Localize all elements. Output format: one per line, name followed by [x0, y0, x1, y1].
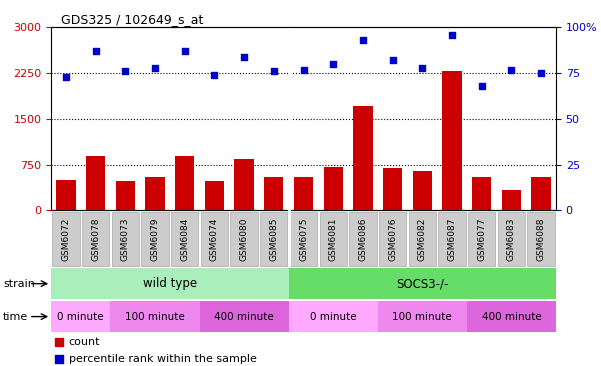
Text: GSM6076: GSM6076 — [388, 217, 397, 261]
Text: time: time — [3, 311, 28, 322]
Text: 100 minute: 100 minute — [392, 311, 452, 322]
FancyBboxPatch shape — [111, 301, 200, 332]
Bar — [472, 177, 492, 210]
Bar — [86, 156, 105, 210]
Text: GSM6075: GSM6075 — [299, 217, 308, 261]
Text: GSM6086: GSM6086 — [358, 217, 367, 261]
FancyBboxPatch shape — [468, 212, 495, 266]
Bar — [502, 190, 521, 210]
Text: GSM6078: GSM6078 — [91, 217, 100, 261]
Text: strain: strain — [3, 279, 35, 289]
Text: 400 minute: 400 minute — [214, 311, 274, 322]
Text: wild type: wild type — [143, 277, 197, 290]
FancyBboxPatch shape — [260, 212, 287, 266]
Point — [121, 68, 130, 74]
Text: 100 minute: 100 minute — [125, 311, 185, 322]
Text: percentile rank within the sample: percentile rank within the sample — [69, 354, 257, 364]
FancyBboxPatch shape — [288, 301, 378, 332]
Text: GSM6072: GSM6072 — [61, 217, 70, 261]
Point — [61, 74, 71, 80]
Text: GSM6080: GSM6080 — [240, 217, 249, 261]
Point — [180, 48, 189, 54]
Point — [239, 54, 249, 60]
Text: GSM6087: GSM6087 — [448, 217, 457, 261]
Text: GSM6079: GSM6079 — [150, 217, 159, 261]
Point — [418, 65, 427, 71]
Bar — [442, 71, 462, 210]
Point — [477, 83, 486, 89]
Bar — [175, 156, 194, 210]
FancyBboxPatch shape — [201, 212, 228, 266]
Text: SOCS3-/-: SOCS3-/- — [396, 277, 448, 290]
FancyBboxPatch shape — [171, 212, 198, 266]
FancyBboxPatch shape — [409, 212, 436, 266]
FancyBboxPatch shape — [438, 212, 466, 266]
Text: 0 minute: 0 minute — [58, 311, 104, 322]
Bar — [294, 177, 313, 210]
Bar — [115, 180, 135, 210]
Point — [150, 65, 160, 71]
Text: GSM6081: GSM6081 — [329, 217, 338, 261]
Point — [328, 61, 338, 67]
Text: GSM6084: GSM6084 — [180, 217, 189, 261]
Point — [54, 339, 64, 345]
FancyBboxPatch shape — [320, 212, 347, 266]
Bar — [56, 180, 76, 210]
Point — [299, 67, 308, 72]
Point — [210, 72, 219, 78]
Point — [91, 48, 100, 54]
Point — [388, 57, 397, 63]
Text: GSM6073: GSM6073 — [121, 217, 130, 261]
Point — [358, 37, 368, 43]
FancyBboxPatch shape — [112, 212, 139, 266]
FancyBboxPatch shape — [498, 212, 525, 266]
FancyBboxPatch shape — [288, 268, 556, 299]
Text: GSM6082: GSM6082 — [418, 217, 427, 261]
Bar — [383, 168, 402, 210]
Bar — [531, 177, 551, 210]
Point — [536, 70, 546, 76]
FancyBboxPatch shape — [52, 212, 79, 266]
FancyBboxPatch shape — [51, 268, 288, 299]
FancyBboxPatch shape — [82, 212, 109, 266]
Bar — [413, 171, 432, 210]
Point — [54, 356, 64, 362]
FancyBboxPatch shape — [379, 212, 406, 266]
Text: count: count — [69, 337, 100, 347]
FancyBboxPatch shape — [230, 212, 258, 266]
Point — [507, 67, 516, 72]
Point — [269, 68, 279, 74]
Text: GSM6085: GSM6085 — [269, 217, 278, 261]
Bar — [353, 106, 373, 210]
FancyBboxPatch shape — [200, 301, 288, 332]
FancyBboxPatch shape — [141, 212, 169, 266]
FancyBboxPatch shape — [467, 301, 556, 332]
Text: GDS325 / 102649_s_at: GDS325 / 102649_s_at — [61, 13, 204, 26]
Text: GSM6083: GSM6083 — [507, 217, 516, 261]
Text: 0 minute: 0 minute — [310, 311, 356, 322]
Bar — [323, 167, 343, 210]
FancyBboxPatch shape — [290, 212, 317, 266]
FancyBboxPatch shape — [51, 301, 111, 332]
Text: 400 minute: 400 minute — [481, 311, 542, 322]
Bar — [205, 180, 224, 210]
Text: GSM6077: GSM6077 — [477, 217, 486, 261]
FancyBboxPatch shape — [528, 212, 555, 266]
FancyBboxPatch shape — [378, 301, 467, 332]
Text: GSM6088: GSM6088 — [537, 217, 546, 261]
Text: GSM6074: GSM6074 — [210, 217, 219, 261]
Bar — [234, 158, 254, 210]
Bar — [145, 177, 165, 210]
Point — [447, 32, 457, 38]
Bar — [264, 177, 284, 210]
FancyBboxPatch shape — [349, 212, 377, 266]
